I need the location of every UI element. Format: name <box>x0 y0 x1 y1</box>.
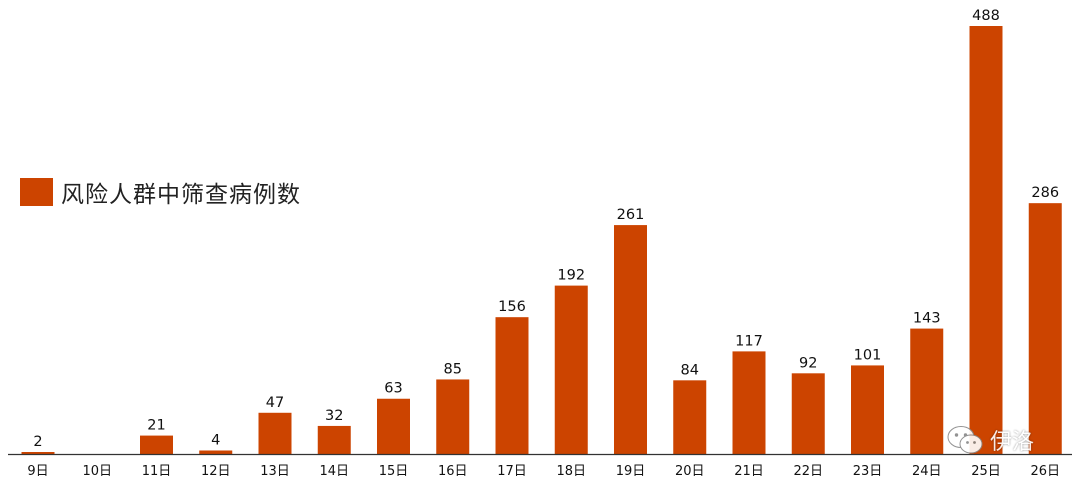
value-label-23日: 101 <box>854 347 882 363</box>
legend: 风险人群中筛查病例数 <box>20 176 301 208</box>
x-tick-label: 26日 <box>1030 464 1060 479</box>
x-tick-label: 14日 <box>319 464 349 479</box>
x-tick-label: 10日 <box>82 464 112 479</box>
bar-25日 <box>969 26 1003 454</box>
x-tick-label: 23日 <box>853 464 883 479</box>
value-label-22日: 92 <box>799 355 817 371</box>
x-tick-label: 24日 <box>912 464 942 479</box>
bar-12日 <box>199 450 233 454</box>
wechat-icon <box>947 426 983 454</box>
bar-11日 <box>140 435 173 454</box>
legend-label: 风险人群中筛查病例数 <box>61 182 301 208</box>
bar-22日 <box>791 373 825 454</box>
value-label-17日: 156 <box>498 299 526 315</box>
bar-9日 <box>21 452 55 454</box>
value-label-21日: 117 <box>735 333 763 349</box>
bar-24日 <box>910 328 944 454</box>
bar-23日 <box>851 365 884 454</box>
bar-21日 <box>732 351 766 454</box>
value-label-14日: 32 <box>325 408 343 424</box>
bar-26日 <box>1028 203 1062 454</box>
bar-20日 <box>673 380 707 454</box>
value-label-11日: 21 <box>147 418 165 434</box>
watermark-label: 伊洛 <box>990 430 1035 455</box>
legend-swatch <box>20 178 53 206</box>
value-label-13日: 47 <box>266 395 284 411</box>
x-tick-labels-group: 9日 10日 11日 12日 13日 14日 15日 16日 17日 18日 19日 20日 21日 22… <box>27 464 1060 479</box>
value-label-16日: 85 <box>444 361 462 377</box>
watermark: 伊洛 <box>946 424 1034 456</box>
x-tick-label: 20日 <box>675 464 705 479</box>
value-label-26日: 286 <box>1031 185 1059 201</box>
value-label-18日: 192 <box>557 268 585 284</box>
x-tick-label: 22日 <box>793 464 823 479</box>
x-tick-label: 16日 <box>438 464 468 479</box>
bar-16日 <box>436 379 470 454</box>
x-tick-label: 15日 <box>379 464 409 479</box>
x-tick-label: 19日 <box>616 464 646 479</box>
x-tick-label: 13日 <box>260 464 290 479</box>
value-labels-group: 2 21 4 47 32 63 85 156 192 261 84 117 92 101 143 488 286 <box>33 8 1059 450</box>
bar-13日 <box>258 412 292 454</box>
value-label-19日: 261 <box>617 207 645 223</box>
value-label-24日: 143 <box>913 311 941 327</box>
x-tick-label: 11日 <box>142 464 172 479</box>
value-label-15日: 63 <box>384 381 402 397</box>
bar-17日 <box>495 317 529 454</box>
x-tick-label: 9日 <box>27 464 48 479</box>
bar-15日 <box>377 398 410 454</box>
value-label-25日: 488 <box>972 8 1000 24</box>
x-tick-label: 21日 <box>734 464 764 479</box>
bar-19日 <box>614 225 647 454</box>
x-tick-label: 12日 <box>201 464 231 479</box>
x-tick-label: 17日 <box>497 464 527 479</box>
bar-18日 <box>554 285 588 454</box>
x-tick-label: 25日 <box>971 464 1001 479</box>
value-label-12日: 4 <box>211 432 220 448</box>
value-label-20日: 84 <box>681 362 699 378</box>
value-label-9日: 2 <box>33 434 42 450</box>
x-tick-label: 18日 <box>556 464 586 479</box>
bars-group <box>21 26 1062 454</box>
bar-14日 <box>317 425 351 454</box>
